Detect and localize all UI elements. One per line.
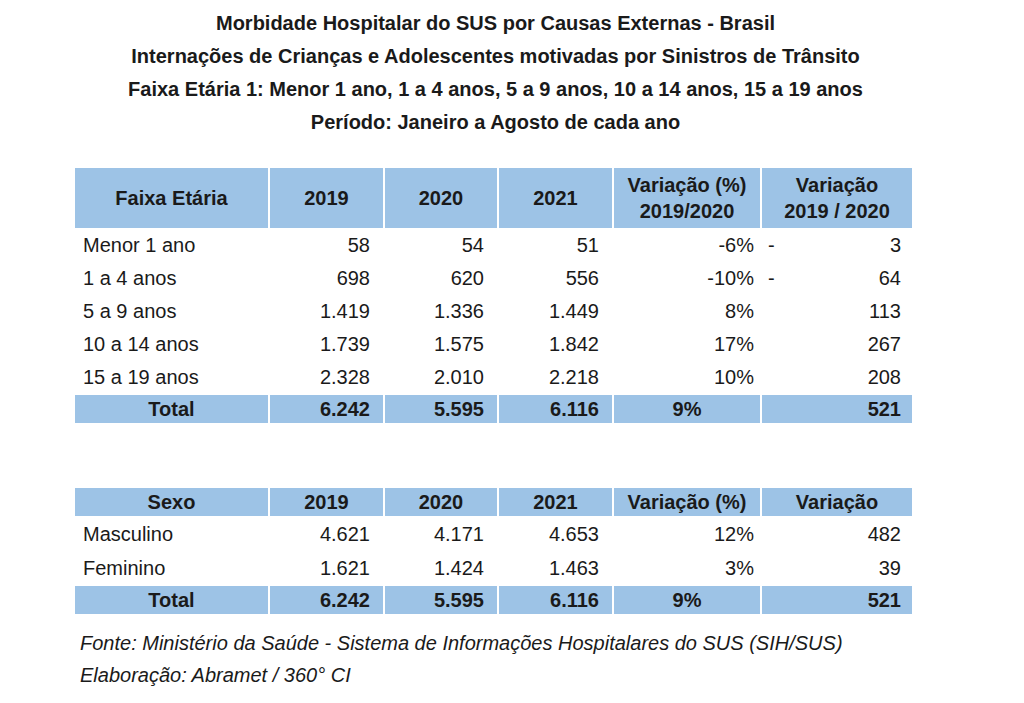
cell-total-variacao-pct: 9% <box>614 395 760 423</box>
table-sexo: Sexo 2019 2020 2021 Variação (%) Variaçã… <box>73 486 914 616</box>
table1-header-variacao-abs: Variação 2019 / 2020 <box>762 168 912 228</box>
cell-2020: 54 <box>385 230 497 261</box>
table2-header-2020: 2020 <box>385 488 497 516</box>
cell-total-2021: 6.116 <box>499 395 612 423</box>
cell-variacao-abs: 267 <box>762 329 912 360</box>
cell-2021: 1.463 <box>499 552 612 584</box>
cell-2019: 58 <box>270 230 383 261</box>
table1-header-row: Faixa Etária 2019 2020 2021 Variação (%)… <box>75 168 912 228</box>
cell-total-2019: 6.242 <box>270 395 383 423</box>
cell-variacao-abs: 39 <box>762 552 912 584</box>
header-line: Variação (%) <box>614 172 760 198</box>
cell-2020: 2.010 <box>385 362 497 393</box>
cell-total-2020: 5.595 <box>385 395 497 423</box>
cell-2019: 1.739 <box>270 329 383 360</box>
footer-block: Fonte: Ministério da Saúde - Sistema de … <box>80 627 843 691</box>
header-line: 2019/2020 <box>614 198 760 224</box>
table-row: 1 a 4 anos 698 620 556 -10% - 64 <box>75 263 912 294</box>
table2-header-sexo: Sexo <box>75 488 268 516</box>
negative-sign: - <box>768 234 775 257</box>
cell-2020: 620 <box>385 263 497 294</box>
header-line: 2019 / 2020 <box>762 198 912 224</box>
table-faixa-etaria: Faixa Etária 2019 2020 2021 Variação (%)… <box>73 166 914 425</box>
cell-2021: 1.449 <box>499 296 612 327</box>
cell-total-2021: 6.116 <box>499 586 612 614</box>
cell-2019: 2.328 <box>270 362 383 393</box>
cell-variacao-pct: 10% <box>614 362 760 393</box>
elaboration-note: Elaboração: Abramet / 360° CI <box>80 659 843 691</box>
cell-2019: 1.419 <box>270 296 383 327</box>
cell-variacao-pct: 17% <box>614 329 760 360</box>
source-note: Fonte: Ministério da Saúde - Sistema de … <box>80 627 843 659</box>
cell-label: Feminino <box>75 552 268 584</box>
negative-sign: - <box>768 267 775 290</box>
title-line-4: Período: Janeiro a Agosto de cada ano <box>75 106 916 139</box>
table2-header-row: Sexo 2019 2020 2021 Variação (%) Variaçã… <box>75 488 912 516</box>
cell-total-label: Total <box>75 395 268 423</box>
table-row: Feminino 1.621 1.424 1.463 3% 39 <box>75 552 912 584</box>
cell-total-label: Total <box>75 586 268 614</box>
cell-2021: 51 <box>499 230 612 261</box>
cell-2021: 2.218 <box>499 362 612 393</box>
cell-variacao-abs: - 64 <box>762 263 912 294</box>
cell-2021: 556 <box>499 263 612 294</box>
cell-variacao-abs: 208 <box>762 362 912 393</box>
table2-header-variacao-abs: Variação <box>762 488 912 516</box>
table1-total-row: Total 6.242 5.595 6.116 9% 521 <box>75 395 912 423</box>
table1-header-2020: 2020 <box>385 168 497 228</box>
table2-header-2021: 2021 <box>499 488 612 516</box>
cell-2019: 698 <box>270 263 383 294</box>
cell-label: 5 a 9 anos <box>75 296 268 327</box>
report-title-block: Morbidade Hospitalar do SUS por Causas E… <box>75 7 916 139</box>
cell-label: Masculino <box>75 518 268 550</box>
cell-variacao-pct: -10% <box>614 263 760 294</box>
table-row: 15 a 19 anos 2.328 2.010 2.218 10% 208 <box>75 362 912 393</box>
table2-header-variacao-pct: Variação (%) <box>614 488 760 516</box>
cell-2019: 1.621 <box>270 552 383 584</box>
variacao-abs-value: 64 <box>879 267 901 290</box>
cell-label: 15 a 19 anos <box>75 362 268 393</box>
cell-label: 10 a 14 anos <box>75 329 268 360</box>
table-row: Masculino 4.621 4.171 4.653 12% 482 <box>75 518 912 550</box>
table2-total-row: Total 6.242 5.595 6.116 9% 521 <box>75 586 912 614</box>
header-line: Variação <box>762 172 912 198</box>
title-line-2: Internações de Crianças e Adolescentes m… <box>75 40 916 73</box>
cell-2020: 1.575 <box>385 329 497 360</box>
title-line-1: Morbidade Hospitalar do SUS por Causas E… <box>75 7 916 40</box>
cell-total-2020: 5.595 <box>385 586 497 614</box>
cell-total-variacao-pct: 9% <box>614 586 760 614</box>
cell-total-variacao-abs: 521 <box>762 395 912 423</box>
table1-header-2019: 2019 <box>270 168 383 228</box>
table-row: 10 a 14 anos 1.739 1.575 1.842 17% 267 <box>75 329 912 360</box>
table-row: 5 a 9 anos 1.419 1.336 1.449 8% 113 <box>75 296 912 327</box>
cell-variacao-abs: 113 <box>762 296 912 327</box>
cell-2019: 4.621 <box>270 518 383 550</box>
cell-2020: 1.336 <box>385 296 497 327</box>
cell-total-2019: 6.242 <box>270 586 383 614</box>
cell-2021: 1.842 <box>499 329 612 360</box>
cell-label: 1 a 4 anos <box>75 263 268 294</box>
cell-variacao-pct: 3% <box>614 552 760 584</box>
cell-variacao-abs: 482 <box>762 518 912 550</box>
cell-variacao-abs: - 3 <box>762 230 912 261</box>
cell-total-variacao-abs: 521 <box>762 586 912 614</box>
cell-variacao-pct: 8% <box>614 296 760 327</box>
table2-header-2019: 2019 <box>270 488 383 516</box>
title-line-3: Faixa Etária 1: Menor 1 ano, 1 a 4 anos,… <box>75 73 916 106</box>
table1-header-2021: 2021 <box>499 168 612 228</box>
table1-header-faixa-etaria: Faixa Etária <box>75 168 268 228</box>
cell-variacao-pct: 12% <box>614 518 760 550</box>
cell-2020: 4.171 <box>385 518 497 550</box>
cell-label: Menor 1 ano <box>75 230 268 261</box>
variacao-abs-value: 3 <box>890 234 901 257</box>
table-row: Menor 1 ano 58 54 51 -6% - 3 <box>75 230 912 261</box>
cell-variacao-pct: -6% <box>614 230 760 261</box>
cell-2021: 4.653 <box>499 518 612 550</box>
cell-2020: 1.424 <box>385 552 497 584</box>
report-page: Morbidade Hospitalar do SUS por Causas E… <box>0 0 1024 703</box>
table1-header-variacao-pct: Variação (%) 2019/2020 <box>614 168 760 228</box>
